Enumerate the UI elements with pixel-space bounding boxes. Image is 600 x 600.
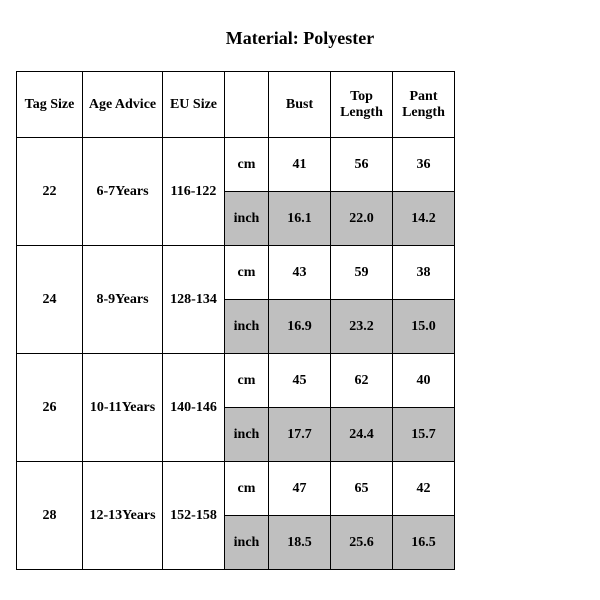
cell-unit-cm: cm	[225, 354, 269, 408]
cell-unit-inch: inch	[225, 408, 269, 462]
cell-tag-size: 22	[17, 138, 83, 246]
table-row: 28 12-13Years 152-158 cm 47 65 42	[17, 462, 455, 516]
cell-unit-cm: cm	[225, 462, 269, 516]
cell-eu-size: 128-134	[163, 246, 225, 354]
cell-unit-inch: inch	[225, 300, 269, 354]
cell-tag-size: 26	[17, 354, 83, 462]
cell-pant-cm: 38	[393, 246, 455, 300]
col-header-bust: Bust	[269, 72, 331, 138]
cell-age-advice: 8-9Years	[83, 246, 163, 354]
cell-tag-size: 28	[17, 462, 83, 570]
cell-pant-cm: 42	[393, 462, 455, 516]
header-row: Tag Size Age Advice EU Size Bust Top Len…	[17, 72, 455, 138]
cell-pant-cm: 40	[393, 354, 455, 408]
cell-age-advice: 12-13Years	[83, 462, 163, 570]
cell-top-cm: 62	[331, 354, 393, 408]
page-title: Material: Polyester	[0, 0, 600, 71]
col-header-top-length: Top Length	[331, 72, 393, 138]
cell-age-advice: 6-7Years	[83, 138, 163, 246]
table-row: 24 8-9Years 128-134 cm 43 59 38	[17, 246, 455, 300]
cell-top-inch: 22.0	[331, 192, 393, 246]
cell-pant-inch: 15.7	[393, 408, 455, 462]
cell-bust-inch: 17.7	[269, 408, 331, 462]
cell-pant-inch: 14.2	[393, 192, 455, 246]
cell-bust-inch: 16.9	[269, 300, 331, 354]
cell-top-inch: 25.6	[331, 516, 393, 570]
cell-pant-cm: 36	[393, 138, 455, 192]
cell-unit-cm: cm	[225, 246, 269, 300]
col-header-eu-size: EU Size	[163, 72, 225, 138]
cell-unit-cm: cm	[225, 138, 269, 192]
cell-tag-size: 24	[17, 246, 83, 354]
col-header-tag-size: Tag Size	[17, 72, 83, 138]
cell-age-advice: 10-11Years	[83, 354, 163, 462]
table-row: 22 6-7Years 116-122 cm 41 56 36	[17, 138, 455, 192]
cell-top-cm: 56	[331, 138, 393, 192]
cell-top-cm: 65	[331, 462, 393, 516]
cell-eu-size: 116-122	[163, 138, 225, 246]
cell-top-inch: 23.2	[331, 300, 393, 354]
cell-top-cm: 59	[331, 246, 393, 300]
col-header-pant-length: Pant Length	[393, 72, 455, 138]
cell-pant-inch: 16.5	[393, 516, 455, 570]
cell-bust-cm: 41	[269, 138, 331, 192]
cell-unit-inch: inch	[225, 516, 269, 570]
size-chart-table: Tag Size Age Advice EU Size Bust Top Len…	[16, 71, 455, 570]
col-header-unit	[225, 72, 269, 138]
cell-pant-inch: 15.0	[393, 300, 455, 354]
cell-top-inch: 24.4	[331, 408, 393, 462]
cell-bust-inch: 16.1	[269, 192, 331, 246]
table-row: 26 10-11Years 140-146 cm 45 62 40	[17, 354, 455, 408]
cell-unit-inch: inch	[225, 192, 269, 246]
cell-bust-cm: 47	[269, 462, 331, 516]
cell-bust-inch: 18.5	[269, 516, 331, 570]
cell-eu-size: 140-146	[163, 354, 225, 462]
cell-bust-cm: 43	[269, 246, 331, 300]
cell-bust-cm: 45	[269, 354, 331, 408]
cell-eu-size: 152-158	[163, 462, 225, 570]
col-header-age-advice: Age Advice	[83, 72, 163, 138]
